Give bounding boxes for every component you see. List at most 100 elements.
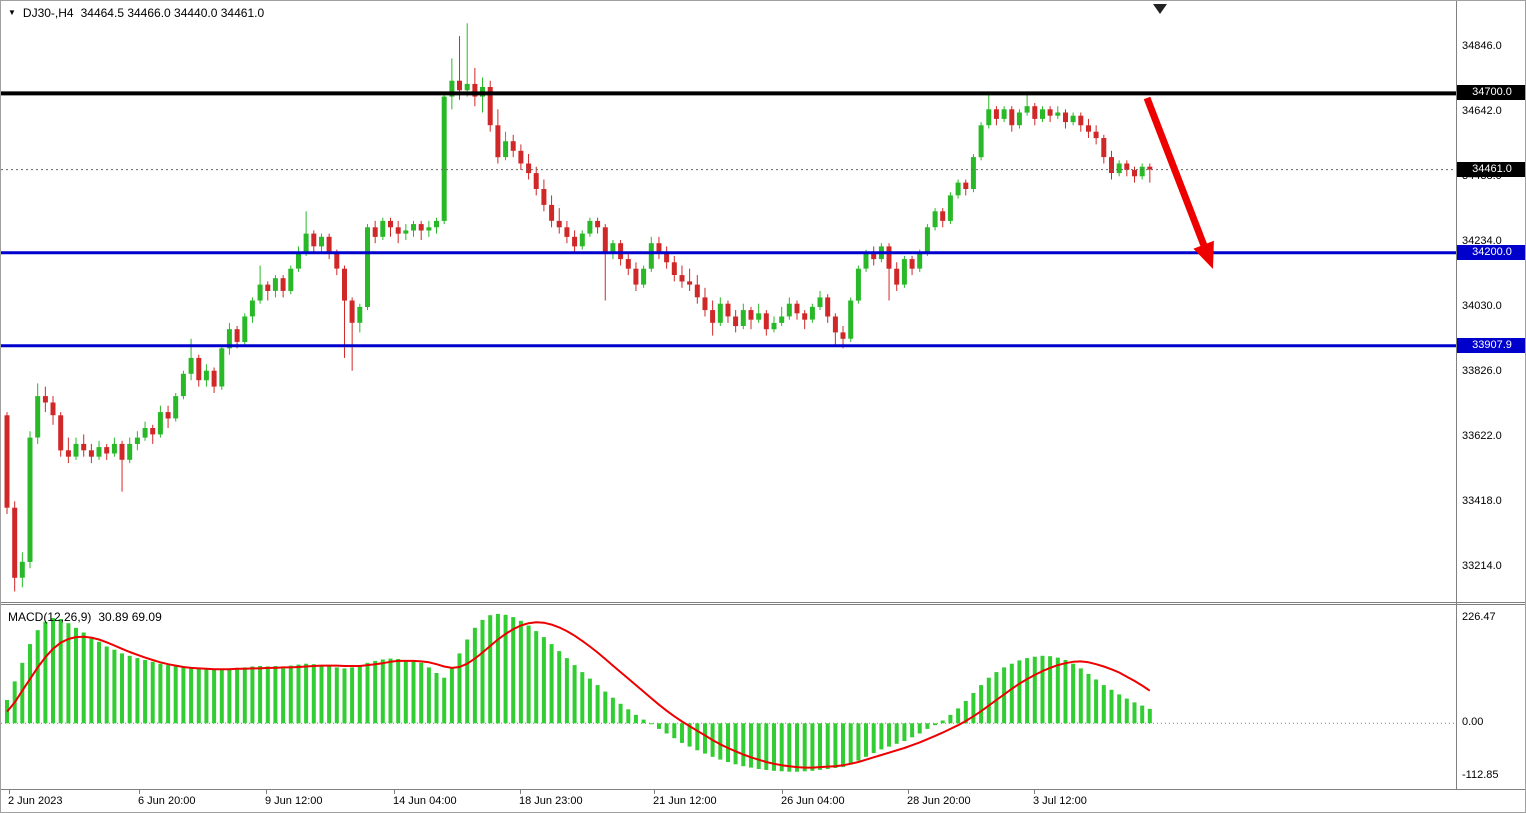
time-tick-mark (654, 790, 655, 794)
chart-shift-marker[interactable] (1153, 4, 1167, 14)
candle-up (249, 300, 255, 317)
macd-signal-line (6, 621, 1151, 769)
macd-histogram-bar (603, 691, 608, 724)
candle-down (372, 227, 378, 237)
candle-up (441, 96, 447, 221)
pane-separator-top[interactable] (1, 602, 1525, 603)
candle-up (449, 80, 455, 97)
candle-down (4, 415, 10, 508)
macd-histogram-bar (610, 697, 615, 724)
macd-histogram-bar (43, 621, 48, 724)
macd-histogram-bar (564, 658, 569, 724)
price-tick-label: 33214.0 (1462, 559, 1502, 572)
candle-down (495, 125, 501, 158)
macd-histogram-bar (403, 660, 408, 724)
time-tick-mark (520, 790, 521, 794)
candle-up (579, 233, 585, 247)
price-tick-label: 34642.0 (1462, 104, 1502, 117)
macd-histogram-bar (1132, 702, 1137, 724)
candle-down (748, 310, 754, 320)
macd-histogram-bar (1094, 679, 1099, 724)
macd-histogram-bar (787, 723, 792, 772)
macd-histogram-bar (1025, 658, 1030, 724)
macd-histogram-bar (580, 672, 585, 724)
candle-down (1101, 138, 1107, 158)
time-tick-mark (9, 790, 10, 794)
candle-down (664, 252, 670, 263)
macd-histogram-bar (480, 619, 485, 724)
candle-down (940, 211, 946, 221)
candle-up (817, 297, 823, 307)
macd-indicator-plot[interactable] (1, 605, 1456, 789)
macd-histogram-bar (1109, 689, 1114, 724)
macd-histogram-bar (465, 639, 470, 724)
macd-axis[interactable]: 226.47 0.00 -112.85 (1457, 605, 1525, 789)
candle-down (549, 204, 555, 221)
macd-histogram-bar (196, 668, 201, 724)
macd-histogram-bar (327, 666, 332, 724)
candle-up (641, 268, 647, 285)
candle-down (334, 252, 340, 269)
candle-down (342, 268, 347, 301)
price-tick-label: 33418.0 (1462, 494, 1502, 507)
macd-histogram-bar (1040, 655, 1045, 724)
macd-histogram-bar (97, 641, 101, 724)
macd-histogram-bar (296, 664, 301, 724)
macd-histogram-bar (687, 723, 692, 747)
time-tick-label: 2 Jun 2023 (8, 795, 63, 807)
candle-up (426, 227, 432, 231)
candle-down (909, 259, 915, 269)
macd-histogram-bar (235, 667, 240, 724)
macd-label: MACD(12,26,9) (8, 610, 92, 624)
macd-histogram-bar (311, 664, 316, 724)
candle-down (395, 227, 401, 234)
macd-histogram-bar (350, 667, 355, 724)
candle-up (173, 396, 179, 419)
macd-histogram-bar (549, 644, 554, 724)
macd-histogram-bar (810, 723, 815, 771)
macd-histogram-bar (304, 663, 309, 724)
macd-histogram-bar (971, 693, 976, 724)
macd-histogram-bar (419, 662, 424, 724)
macd-histogram-bar (1101, 685, 1106, 724)
macd-histogram-bar (58, 619, 63, 724)
macd-histogram-bar (342, 668, 347, 724)
candle-down (1093, 131, 1099, 139)
candle-down (349, 300, 355, 323)
macd-tick-label: 0.00 (1462, 716, 1484, 729)
main-chart-plot[interactable] (1, 1, 1456, 602)
candle-up (756, 313, 762, 320)
macd-histogram-bar (856, 723, 861, 761)
candle-up (188, 357, 194, 374)
candle-up (1001, 109, 1007, 119)
macd-histogram-bar (879, 723, 884, 750)
price-tick-label: 34846.0 (1462, 39, 1502, 52)
trend-arrow-head[interactable] (1193, 240, 1214, 269)
price-axis[interactable]: 34846.034642.034438.034234.034030.033826… (1457, 1, 1525, 602)
macd-histogram-bar (649, 723, 654, 725)
candle-down (12, 507, 18, 578)
candle-up (955, 182, 961, 196)
macd-histogram-bar (1017, 660, 1022, 724)
candle-up (303, 233, 309, 253)
symbol-dropdown-icon: ▼ (8, 8, 16, 17)
macd-histogram-bar (143, 660, 148, 724)
macd-histogram-bar (979, 685, 984, 724)
candle-down (1047, 109, 1053, 116)
candle-up (380, 220, 386, 237)
macd-histogram-bar (726, 723, 730, 762)
macd-histogram-bar (28, 644, 32, 724)
trend-arrow-shaft[interactable] (1143, 96, 1210, 252)
time-axis[interactable]: 2 Jun 2023 6 Jun 20:00 9 Jun 12:00 14 Jun 0… (1, 790, 1525, 812)
candle-down (1132, 169, 1137, 177)
time-tick-label: 26 Jun 04:00 (781, 795, 845, 807)
macd-tick-label: -112.85 (1462, 768, 1499, 781)
candle-up (924, 227, 930, 253)
macd-histogram-bar (626, 709, 631, 724)
macd-histogram-bar (265, 666, 270, 724)
time-axis-separator (1, 789, 1525, 790)
macd-histogram-bar (219, 669, 224, 724)
macd-histogram-bar (89, 637, 94, 724)
time-tick-mark (266, 790, 267, 794)
macd-histogram-bar (956, 708, 961, 724)
